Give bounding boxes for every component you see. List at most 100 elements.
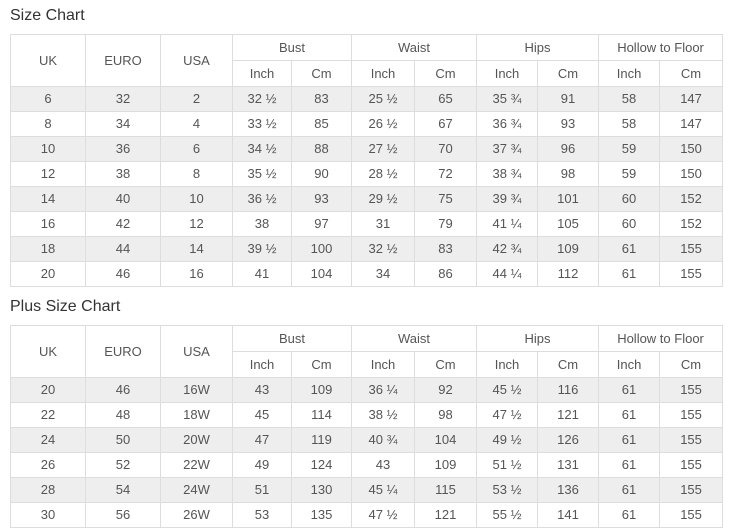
- table-cell: 32: [85, 86, 161, 112]
- table-cell: 16: [160, 261, 233, 287]
- table-cell: 155: [659, 402, 724, 428]
- table-cell: 31: [351, 211, 416, 237]
- table-cell: 121: [537, 402, 600, 428]
- table-cell: 24W: [160, 477, 233, 503]
- column-header: USA: [160, 325, 233, 378]
- table-cell: 20: [10, 261, 86, 287]
- table-cell: 34 ½: [232, 136, 292, 162]
- table-cell: 36 ¼: [351, 377, 416, 403]
- column-subheader: Cm: [537, 60, 600, 87]
- table-row: 28 54 24W 51 130 45 ¼ 115 53 ½ 136 61 155: [10, 477, 724, 503]
- table-cell: 75: [414, 186, 478, 212]
- table-cell: 41: [232, 261, 292, 287]
- table-cell: 109: [537, 236, 600, 262]
- table-cell: 45: [232, 402, 292, 428]
- table-cell: 33 ½: [232, 111, 292, 137]
- table-cell: 155: [659, 427, 724, 453]
- table-cell: 4: [160, 111, 233, 137]
- column-subheader: Cm: [290, 60, 353, 87]
- plus-size-chart-section: Plus Size Chart UK EURO USA Bust Waist Hips Ho…: [10, 297, 724, 528]
- table-cell: 32 ½: [232, 86, 292, 112]
- column-subheader: Inch: [476, 351, 539, 378]
- table-cell: 50: [85, 427, 161, 453]
- table-cell: 147: [659, 86, 724, 112]
- table-cell: 28: [10, 477, 86, 503]
- table-cell: 85: [290, 111, 353, 137]
- table-cell: 38 ½: [351, 402, 416, 428]
- table-cell: 121: [414, 502, 478, 528]
- table-cell: 67: [414, 111, 478, 137]
- table-cell: 41 ¼: [476, 211, 539, 237]
- table-cell: 101: [537, 186, 600, 212]
- table-cell: 59: [598, 161, 661, 187]
- table-cell: 18W: [160, 402, 233, 428]
- table-cell: 6: [10, 86, 86, 112]
- table-cell: 72: [414, 161, 478, 187]
- table-cell: 109: [414, 452, 478, 478]
- table-cell: 79: [414, 211, 478, 237]
- table-cell: 40 ¾: [351, 427, 416, 453]
- table-cell: 100: [290, 236, 353, 262]
- table-cell: 155: [659, 261, 724, 287]
- column-group-header: Bust: [231, 325, 353, 352]
- table-cell: 124: [290, 452, 353, 478]
- table-row: 6 32 2 32 ½ 83 25 ½ 65 35 ¾ 91 58 147: [10, 86, 724, 112]
- column-subheader: Inch: [232, 60, 292, 87]
- column-group-header: Hips: [476, 34, 600, 61]
- table-cell: 52: [85, 452, 161, 478]
- column-subheader: Inch: [598, 60, 661, 87]
- table-cell: 35 ¾: [476, 86, 539, 112]
- column-group-header: Waist: [351, 325, 478, 352]
- table-cell: 61: [598, 477, 661, 503]
- table-cell: 109: [290, 377, 353, 403]
- table-cell: 61: [598, 261, 661, 287]
- table-cell: 36 ¾: [476, 111, 539, 137]
- table-cell: 130: [290, 477, 353, 503]
- table-cell: 14: [160, 236, 233, 262]
- table-cell: 36: [85, 136, 161, 162]
- column-group-header: Hollow to Floor: [598, 34, 724, 61]
- table-cell: 16W: [160, 377, 233, 403]
- table-cell: 35 ½: [232, 161, 292, 187]
- table-cell: 114: [290, 402, 353, 428]
- table-cell: 38: [232, 211, 292, 237]
- table-cell: 10: [160, 186, 233, 212]
- table-cell: 60: [598, 211, 661, 237]
- table-cell: 126: [537, 427, 600, 453]
- table-cell: 98: [537, 161, 600, 187]
- table-cell: 155: [659, 452, 724, 478]
- table-cell: 97: [290, 211, 353, 237]
- table-cell: 38: [85, 161, 161, 187]
- table-cell: 34: [351, 261, 416, 287]
- table-cell: 61: [598, 452, 661, 478]
- column-group-header: Waist: [351, 34, 478, 61]
- table-cell: 20: [10, 377, 86, 403]
- table-cell: 90: [290, 161, 353, 187]
- table-cell: 61: [598, 427, 661, 453]
- table-cell: 47 ½: [351, 502, 416, 528]
- table-cell: 22: [10, 402, 86, 428]
- table-cell: 8: [160, 161, 233, 187]
- table-cell: 53: [232, 502, 292, 528]
- table-cell: 152: [659, 186, 724, 212]
- table-cell: 91: [537, 86, 600, 112]
- table-row: 8 34 4 33 ½ 85 26 ½ 67 36 ¾ 93 58 147: [10, 111, 724, 137]
- table-cell: 83: [290, 86, 353, 112]
- table-cell: 38 ¾: [476, 161, 539, 187]
- table-row: 22 48 18W 45 114 38 ½ 98 47 ½ 121 61 155: [10, 402, 724, 428]
- table-row: 12 38 8 35 ½ 90 28 ½ 72 38 ¾ 98 59 150: [10, 161, 724, 187]
- table-cell: 32 ½: [351, 236, 416, 262]
- table-cell: 136: [537, 477, 600, 503]
- table-cell: 70: [414, 136, 478, 162]
- table-cell: 147: [659, 111, 724, 137]
- column-header: EURO: [85, 34, 161, 87]
- table-cell: 60: [598, 186, 661, 212]
- table-cell: 40: [85, 186, 161, 212]
- column-subheader: Inch: [351, 60, 416, 87]
- column-subheader: Inch: [598, 351, 661, 378]
- table-cell: 47 ½: [476, 402, 539, 428]
- table-cell: 48: [85, 402, 161, 428]
- column-group-header: Hips: [476, 325, 600, 352]
- table-cell: 27 ½: [351, 136, 416, 162]
- table-cell: 37 ¾: [476, 136, 539, 162]
